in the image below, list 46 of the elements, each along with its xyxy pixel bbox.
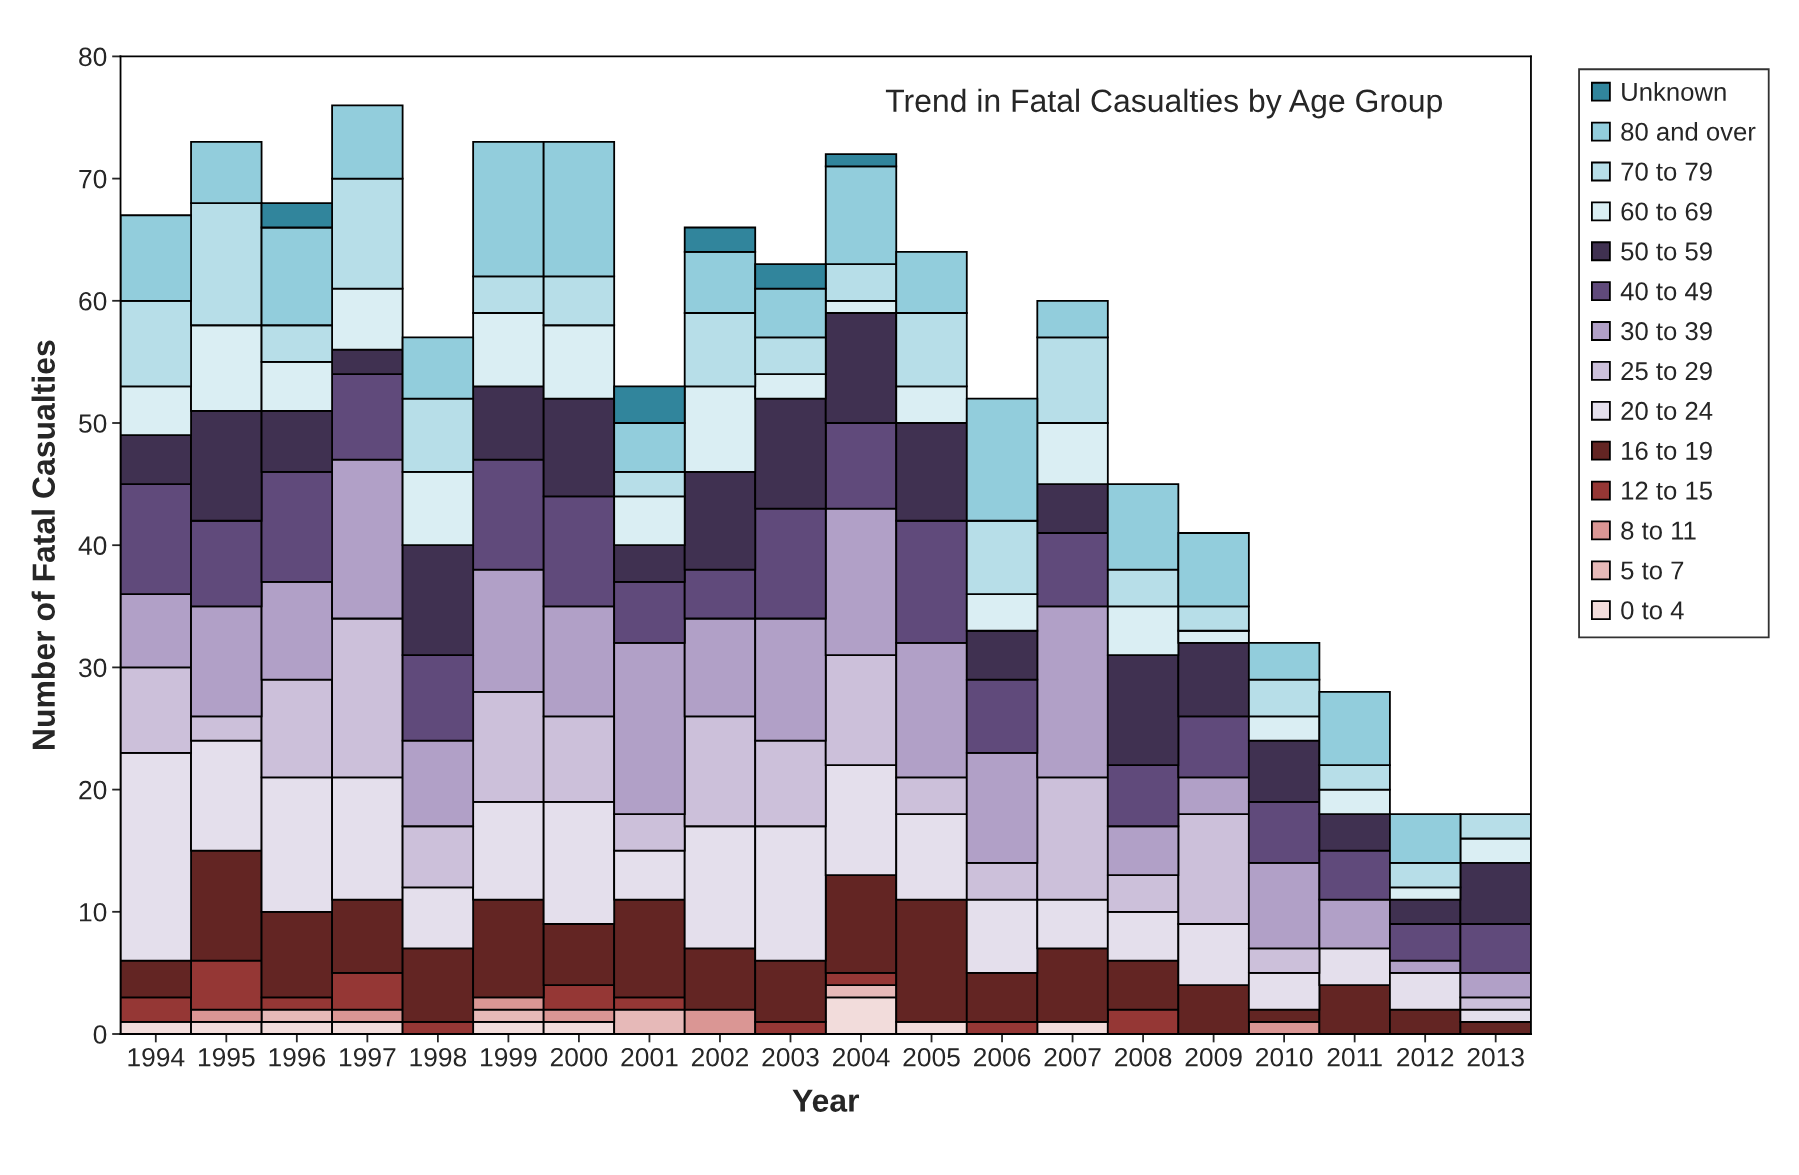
legend-label: 5 to 7	[1621, 561, 1684, 580]
legend-label: 30 to 39	[1621, 322, 1712, 341]
x-tick-label: 2007	[1044, 1047, 1101, 1067]
x-tick-label: 2001	[621, 1047, 678, 1067]
y-tick-label: 30	[79, 658, 107, 678]
legend-label: 25 to 29	[1621, 361, 1712, 381]
legend-label: 16 to 19	[1622, 441, 1712, 460]
x-tick-label: 2009	[1185, 1047, 1242, 1067]
y-tick-label: 80	[79, 47, 107, 67]
x-tick-label: 2002	[691, 1047, 748, 1067]
legend-label: 40 to 49	[1620, 282, 1712, 301]
y-tick-label: 40	[78, 536, 107, 556]
legend-label: 60 to 69	[1621, 202, 1712, 221]
x-tick-label: 1997	[340, 1047, 396, 1067]
x-tick-label: 1994	[128, 1047, 185, 1067]
legend-label: Unknown	[1622, 82, 1726, 101]
legend-label: 0 to 4	[1621, 601, 1684, 620]
x-tick-label: 2013	[1467, 1047, 1524, 1067]
y-axis-title: Number of Fatal Casualties	[31, 340, 56, 749]
x-tick-label: 2012	[1397, 1047, 1454, 1067]
x-tick-label: 1996	[269, 1047, 326, 1067]
x-tick-label: 2011	[1327, 1047, 1382, 1067]
text: Trend in Fatal Casualties by Age Group	[885, 88, 1442, 119]
y-tick-label: 70	[79, 169, 107, 189]
y-tick-label: 60	[79, 291, 107, 311]
y-tick-label: 50	[79, 414, 107, 433]
x-tick-label: 2005	[903, 1047, 960, 1067]
x-tick-label: 2008	[1115, 1047, 1172, 1067]
legend-label: 8 to 11	[1621, 521, 1696, 540]
legend-label: 50 to 59	[1621, 242, 1712, 261]
legend-label: 80 and over	[1621, 121, 1756, 141]
y-tick-label: 0	[93, 1025, 107, 1044]
y-tick-label: 20	[79, 780, 107, 800]
legend-label: 12 to 15	[1622, 481, 1712, 500]
y-tick-label: 10	[80, 902, 107, 922]
x-tick-label: 2000	[550, 1047, 608, 1067]
legend-label: 70 to 79	[1621, 162, 1712, 181]
x-axis-title: Year	[792, 1089, 860, 1112]
x-tick-label: 1995	[198, 1047, 255, 1067]
x-tick-label: 2010	[1256, 1047, 1313, 1067]
x-tick-label: 2004	[832, 1047, 890, 1067]
legend-label: 20 to 24	[1621, 401, 1713, 421]
x-tick-label: 2006	[974, 1047, 1031, 1067]
x-tick-label: 1998	[410, 1047, 467, 1067]
x-tick-label: 2003	[762, 1047, 819, 1067]
x-tick-label: 1999	[481, 1047, 537, 1067]
